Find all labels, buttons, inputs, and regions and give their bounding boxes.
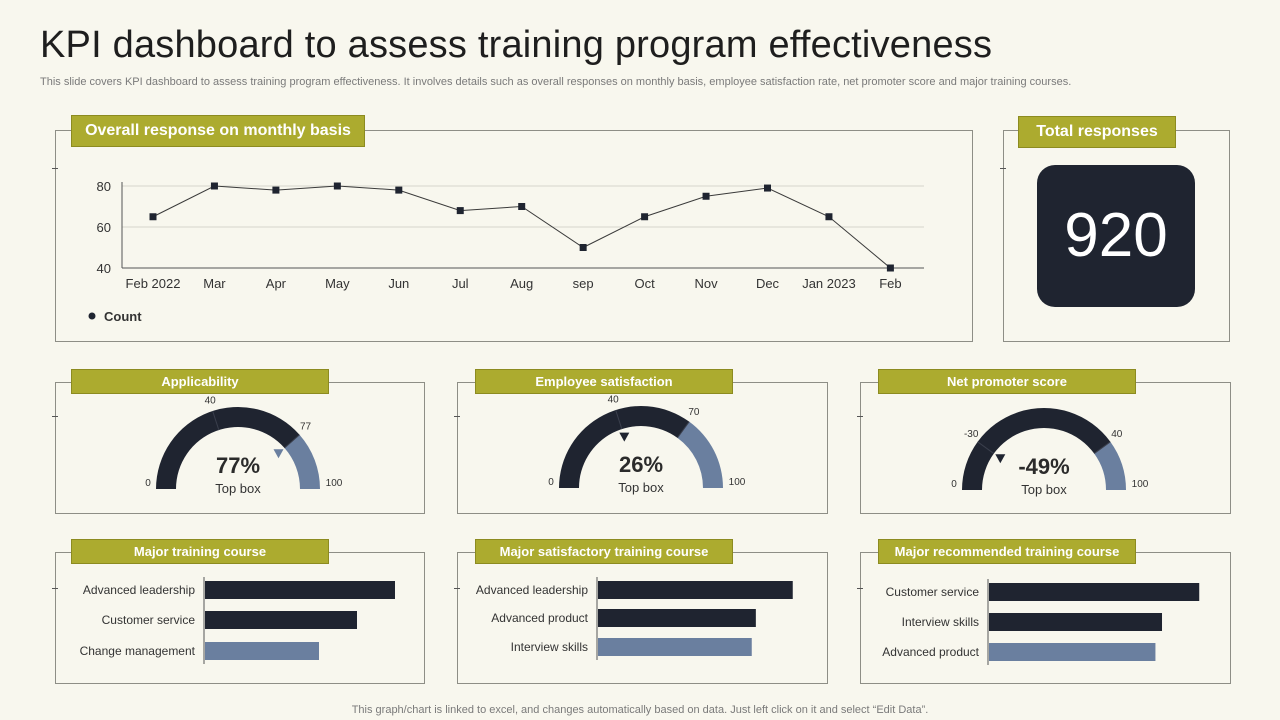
major-satisfactory-panel	[457, 552, 828, 684]
employee-satisfaction-panel	[457, 382, 828, 514]
applicability-panel	[55, 382, 425, 514]
page-subtitle: This slide covers KPI dashboard to asses…	[40, 76, 1072, 88]
page-title: KPI dashboard to assess training program…	[40, 24, 993, 66]
line-chart-panel	[55, 130, 973, 342]
major-training-panel	[55, 552, 425, 684]
major-satisfactory-header: Major satisfactory training course	[475, 539, 733, 564]
total-responses-header: Total responses	[1018, 116, 1176, 148]
panel-tick	[1000, 168, 1006, 169]
panel-tick	[52, 416, 58, 417]
panel-tick	[857, 588, 863, 589]
major-recommended-panel	[860, 552, 1231, 684]
total-responses-value: 920	[1037, 165, 1195, 307]
panel-tick	[857, 416, 863, 417]
panel-tick	[454, 588, 460, 589]
panel-tick	[52, 588, 58, 589]
net-promoter-panel	[860, 382, 1231, 514]
major-training-header: Major training course	[71, 539, 329, 564]
net-promoter-header: Net promoter score	[878, 369, 1136, 394]
applicability-header: Applicability	[71, 369, 329, 394]
major-recommended-header: Major recommended training course	[878, 539, 1136, 564]
panel-tick	[454, 416, 460, 417]
employee-satisfaction-header: Employee satisfaction	[475, 369, 733, 394]
line-chart-header: Overall response on monthly basis	[71, 115, 365, 147]
panel-tick	[52, 168, 58, 169]
footer-note: This graph/chart is linked to excel, and…	[351, 704, 929, 716]
